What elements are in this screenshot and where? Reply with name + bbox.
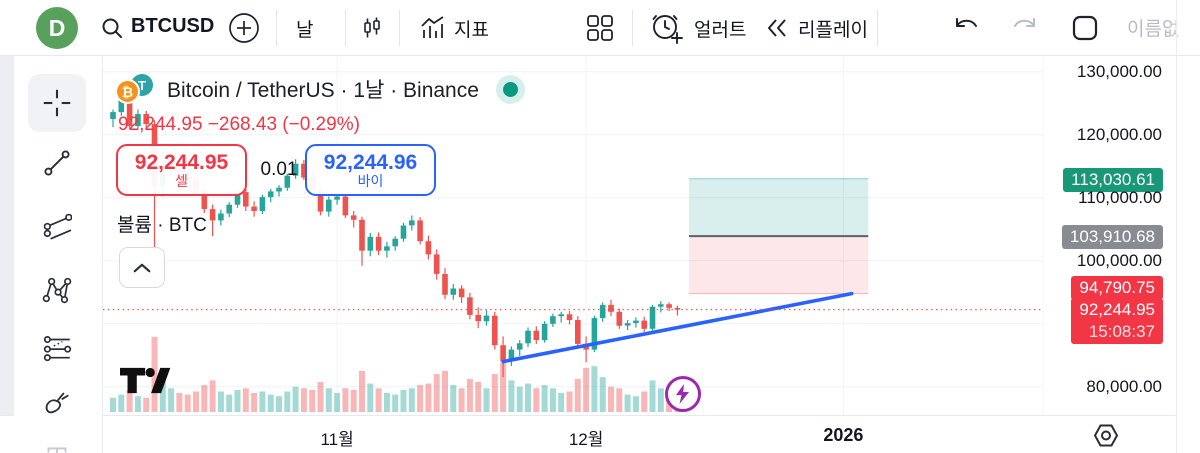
indicators-button[interactable]: 지표 (454, 20, 489, 41)
buy-label: 바이 (357, 172, 384, 189)
replay-button[interactable]: 리플레이 (798, 20, 868, 41)
position-entry-price-badge: 103,910.68 (1061, 225, 1163, 250)
bar-countdown-timer: 15:08:37 (1088, 321, 1155, 341)
tool-crosshair[interactable] (28, 74, 86, 132)
time-axis-label: 2026 (823, 425, 864, 445)
symbol-pair-icon: T ₿ (115, 74, 159, 104)
time-axis[interactable]: 11월 12월 2026 (0, 415, 1176, 453)
toolbar-separator (399, 10, 400, 46)
search-icon[interactable] (100, 16, 124, 40)
alert-button[interactable]: 얼러트 (694, 20, 747, 41)
bitcoin-icon: ₿ (115, 79, 140, 104)
last-price-value: 92,244.95 (1079, 299, 1155, 319)
volume-indicator-label[interactable]: 볼륨 · BTC (117, 215, 207, 236)
alert-clock-icon[interactable] (650, 11, 684, 45)
price-tick-label: 110,000.00 (1078, 187, 1162, 207)
buy-button[interactable]: 92,244.96 바이 (305, 144, 436, 196)
time-axis-label: 12월 (568, 430, 604, 449)
chart-title: Bitcoin / TetherUS · 1날 · Binance (167, 79, 479, 102)
price-tick-label: 100,000.00 (1076, 250, 1162, 270)
replay-rewind-icon[interactable] (764, 15, 790, 41)
indicators-icon[interactable] (418, 14, 446, 42)
sell-label: 셀 (175, 172, 188, 189)
price-chart-canvas[interactable] (0, 56, 1200, 453)
sell-button[interactable]: 92,244.95 셀 (116, 144, 247, 196)
toolbar-separator (276, 10, 277, 46)
tool-trend-line[interactable] (28, 134, 86, 192)
price-tick-label: 130,000.00 (1076, 61, 1162, 81)
brush-icon (45, 392, 69, 414)
spread-value: 0.01 (260, 159, 298, 180)
position-target-price-badge: 113,030.61 (1063, 167, 1163, 192)
tool-text[interactable] (28, 428, 86, 453)
tool-xabcd-pattern[interactable] (28, 261, 86, 319)
collapse-pane-button[interactable] (119, 247, 165, 288)
compare-add-icon[interactable] (228, 12, 260, 44)
tool-parallel-channel[interactable] (28, 198, 86, 256)
left-gutter (0, 56, 14, 453)
market-open-dot (502, 81, 518, 97)
price-tick-label: 80,000.00 (1086, 376, 1162, 396)
price-axis[interactable]: 113,030.61 103,910.68 94,790.75 92,244.9… (1043, 56, 1200, 453)
drawing-toolbar (14, 56, 103, 453)
chart-style-candles-icon[interactable] (360, 16, 384, 40)
layout-grid-icon[interactable] (585, 13, 615, 43)
toolbar-separator (345, 10, 346, 46)
crosshair-icon (43, 89, 71, 117)
tradingview-logo[interactable] (120, 366, 172, 400)
toolbar-separator (877, 10, 878, 46)
trend-line-icon (44, 150, 70, 176)
last-price-change: 92,244.95 −268.43 (−0.29%) (118, 114, 360, 135)
layout-title[interactable]: 이름없 (1127, 14, 1200, 44)
lightning-icon (676, 384, 689, 404)
projection-icon (43, 336, 72, 362)
tool-projection[interactable] (28, 318, 86, 376)
save-layout-icon[interactable] (1070, 13, 1100, 43)
price-tick-label: 120,000.00 (1076, 124, 1162, 144)
redo-icon[interactable] (1010, 14, 1038, 42)
time-axis-label: 11월 (320, 430, 354, 449)
chevron-up-icon (133, 263, 151, 272)
user-avatar[interactable]: D (36, 7, 78, 49)
tool-brush[interactable] (28, 371, 86, 429)
xabcd-pattern-icon (42, 277, 72, 304)
timeframe-button[interactable]: 날 (296, 20, 314, 41)
undo-icon[interactable] (953, 14, 981, 42)
sell-price: 92,244.95 (134, 150, 229, 174)
text-tool-icon (47, 447, 67, 453)
axis-settings-hexagon-icon[interactable] (1091, 422, 1121, 449)
symbol-search-button[interactable]: BTCUSD (131, 15, 215, 37)
parallel-channel-icon (43, 213, 72, 240)
instant-trade-bolt-button[interactable] (665, 376, 701, 412)
chart-legend[interactable]: T ₿ Bitcoin / TetherUS · 1날 · Binance (115, 74, 518, 104)
position-stop-price-badge: 94,790.75 (1071, 275, 1163, 300)
buy-price: 92,244.96 (323, 150, 418, 174)
toolbar-separator (632, 10, 633, 46)
panel-edge-divider (1176, 0, 1177, 453)
last-price-badge: 92,244.95 15:08:37 (1071, 297, 1163, 344)
top-toolbar: D BTCUSD 날 지표 (0, 0, 1200, 56)
